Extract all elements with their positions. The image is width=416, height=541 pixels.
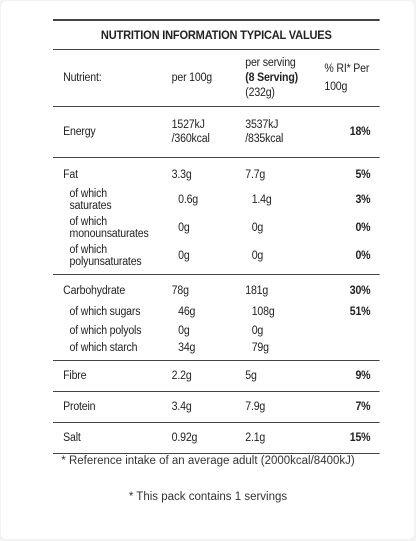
carb-group: Carbohydrate 78g 181g 30% of which sugar… — [53, 275, 380, 361]
saturates-per100: 0.6g — [178, 194, 198, 206]
protein-serving: 7.9g — [245, 401, 266, 413]
poly-ri: 0% — [355, 250, 371, 262]
header-row: Nutrient: per 100g per serving (8 Servin… — [53, 50, 380, 107]
saturates-serving: 1.4g — [251, 194, 272, 206]
sugars-serving: 108g — [251, 305, 275, 318]
protein-label: Protein — [63, 401, 96, 413]
salt-per100: 0.92g — [171, 432, 198, 444]
fat-group: Fat 3.3g 7.7g 5% of which saturates 0.6g… — [53, 158, 380, 275]
polyols-row: of which polyols 0g 0g — [53, 322, 380, 339]
sugars-row: of which sugars 46g 108g 51% — [53, 301, 380, 322]
carb-per100: 78g — [171, 285, 189, 297]
carb-label: Carbohydrate — [63, 285, 126, 297]
salt-row: Salt 0.92g 2.1g 15% — [53, 423, 380, 453]
poly-row: of which polyunsaturates 0g 0g 0% — [53, 242, 380, 270]
poly-label: of which polyunsaturates — [69, 244, 142, 268]
header-ri: % RI* Per 100g — [324, 63, 370, 93]
protein-per100: 3.4g — [171, 401, 192, 413]
fibre-row: Fibre 2.2g 5g 9% — [53, 361, 380, 392]
saturates-label: of which saturates — [69, 188, 112, 212]
carb-ri: 30% — [349, 285, 371, 297]
starch-per100: 34g — [178, 341, 196, 354]
fibre-serving: 5g — [245, 370, 257, 382]
sugars-per100: 46g — [178, 305, 196, 318]
poly-serving: 0g — [251, 250, 264, 262]
energy-serving: 3537kJ /835kcal — [245, 119, 284, 145]
nutrition-table: NUTRITION INFORMATION TYPICAL VALUES Nut… — [53, 19, 380, 454]
salt-label: Salt — [63, 432, 81, 444]
energy-ri: 18% — [349, 126, 371, 138]
protein-row: Protein 3.4g 7.9g 7% — [53, 392, 380, 423]
header-serving: per serving (8 Serving) (232g) — [245, 56, 298, 99]
starch-row: of which starch 34g 79g — [53, 339, 380, 356]
saturates-ri: 3% — [355, 194, 371, 206]
starch-label: of which starch — [69, 341, 138, 354]
mono-serving: 0g — [251, 222, 264, 234]
salt-serving: 2.1g — [245, 432, 266, 444]
fat-ri: 5% — [355, 169, 371, 181]
energy-row: Energy 1527kJ /360kcal 3537kJ /835kcal 1… — [53, 107, 380, 158]
polyols-serving: 0g — [251, 324, 264, 337]
table-title: NUTRITION INFORMATION TYPICAL VALUES — [53, 21, 380, 50]
mono-row: of which monounsaturates 0g 0g 0% — [53, 214, 380, 242]
energy-per100: 1527kJ /360kcal — [171, 119, 210, 145]
fibre-per100: 2.2g — [171, 370, 192, 382]
header-per100: per 100g — [171, 72, 212, 84]
header-nutrient: Nutrient: — [63, 72, 102, 84]
reference-intake-note: * Reference intake of an average adult (… — [61, 455, 355, 467]
pack-servings-note: * This pack contains 1 servings — [128, 491, 288, 503]
protein-ri: 7% — [355, 401, 371, 413]
starch-serving: 79g — [251, 341, 269, 354]
energy-label: Energy — [63, 126, 96, 138]
saturates-row: of which saturates 0.6g 1.4g 3% — [53, 186, 380, 214]
carb-serving: 181g — [245, 285, 269, 297]
poly-per100: 0g — [178, 250, 190, 262]
polyols-label: of which polyols — [69, 324, 142, 337]
fibre-label: Fibre — [63, 370, 87, 382]
fat-per100: 3.3g — [171, 169, 192, 181]
sugars-label: of which sugars — [69, 305, 141, 318]
salt-ri: 15% — [349, 432, 371, 444]
sugars-ri: 51% — [349, 305, 371, 318]
polyols-per100: 0g — [178, 324, 190, 337]
fat-label: Fat — [63, 169, 78, 181]
fat-serving: 7.7g — [245, 169, 266, 181]
carb-row: Carbohydrate 78g 181g 30% — [53, 281, 380, 301]
mono-label: of which monounsaturates — [69, 216, 149, 240]
fat-row: Fat 3.3g 7.7g 5% — [53, 164, 380, 186]
fibre-ri: 9% — [355, 370, 371, 382]
mono-per100: 0g — [178, 222, 190, 234]
mono-ri: 0% — [355, 222, 371, 234]
